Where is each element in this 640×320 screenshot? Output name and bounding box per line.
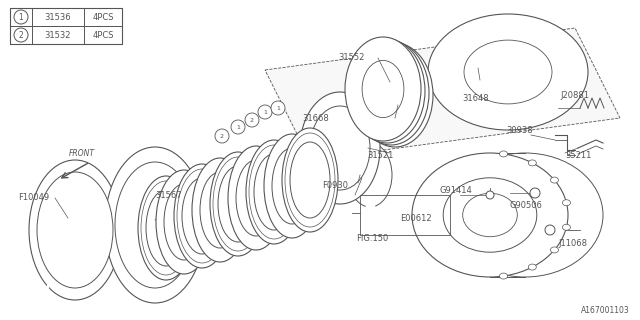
Ellipse shape: [550, 247, 559, 253]
Ellipse shape: [272, 148, 312, 224]
Text: G90506: G90506: [510, 201, 543, 210]
Ellipse shape: [146, 190, 186, 266]
Ellipse shape: [300, 92, 380, 204]
Text: 2: 2: [19, 30, 24, 39]
Ellipse shape: [192, 158, 248, 262]
Circle shape: [486, 191, 494, 199]
Text: FRONT: FRONT: [69, 149, 95, 158]
Ellipse shape: [264, 134, 320, 238]
Circle shape: [14, 10, 28, 24]
Bar: [10, 26, 122, 44]
Text: J11068: J11068: [558, 238, 587, 247]
Ellipse shape: [374, 67, 416, 124]
Text: G91414: G91414: [440, 186, 473, 195]
Circle shape: [530, 188, 540, 198]
Text: 4PCS: 4PCS: [92, 12, 114, 21]
Ellipse shape: [105, 147, 205, 303]
Ellipse shape: [357, 43, 433, 147]
Ellipse shape: [563, 224, 570, 230]
Ellipse shape: [362, 60, 404, 118]
Circle shape: [14, 28, 28, 42]
Ellipse shape: [500, 151, 508, 157]
Circle shape: [245, 113, 259, 127]
Text: 31532: 31532: [45, 30, 71, 39]
Ellipse shape: [115, 162, 195, 288]
Ellipse shape: [246, 140, 302, 244]
Ellipse shape: [200, 172, 240, 248]
Ellipse shape: [164, 184, 204, 260]
Text: 4PCS: 4PCS: [92, 30, 114, 39]
Ellipse shape: [345, 37, 421, 141]
Text: A167001103: A167001103: [581, 306, 630, 315]
Ellipse shape: [447, 153, 603, 277]
Ellipse shape: [174, 164, 230, 268]
Text: J20881: J20881: [560, 91, 589, 100]
Ellipse shape: [210, 152, 266, 256]
Ellipse shape: [182, 178, 222, 254]
Ellipse shape: [500, 273, 508, 279]
Circle shape: [215, 129, 229, 143]
Ellipse shape: [563, 200, 570, 206]
Text: 30938: 30938: [506, 125, 532, 134]
Ellipse shape: [443, 178, 537, 252]
Text: 31536: 31536: [45, 12, 71, 21]
Ellipse shape: [528, 264, 536, 270]
Text: F0930: F0930: [322, 180, 348, 189]
Ellipse shape: [349, 39, 425, 143]
Ellipse shape: [348, 143, 392, 207]
Ellipse shape: [282, 128, 338, 232]
Ellipse shape: [412, 153, 568, 277]
Ellipse shape: [236, 160, 276, 236]
Ellipse shape: [550, 177, 559, 183]
Ellipse shape: [463, 193, 517, 237]
Ellipse shape: [310, 106, 370, 190]
Text: 31668: 31668: [302, 114, 329, 123]
Text: 31552: 31552: [338, 52, 364, 61]
Text: 31567: 31567: [155, 190, 182, 199]
Text: F10049: F10049: [18, 193, 49, 202]
Bar: [10, 8, 122, 44]
Bar: [10, 8, 122, 26]
Text: FIG.150: FIG.150: [356, 234, 388, 243]
Ellipse shape: [428, 14, 588, 130]
Ellipse shape: [218, 166, 258, 242]
Ellipse shape: [138, 176, 194, 280]
Polygon shape: [265, 28, 620, 160]
Text: 2: 2: [250, 117, 254, 123]
Ellipse shape: [37, 172, 113, 288]
Text: 1: 1: [263, 109, 267, 115]
Text: 2: 2: [220, 133, 224, 139]
Text: 31648: 31648: [462, 93, 488, 102]
Ellipse shape: [29, 160, 121, 300]
Ellipse shape: [353, 41, 429, 145]
Ellipse shape: [370, 64, 412, 122]
Circle shape: [545, 225, 555, 235]
Circle shape: [271, 101, 285, 115]
Ellipse shape: [228, 146, 284, 250]
Text: 1: 1: [19, 12, 24, 21]
Text: 1: 1: [236, 124, 240, 130]
Ellipse shape: [156, 170, 212, 274]
Circle shape: [258, 105, 272, 119]
Ellipse shape: [254, 154, 294, 230]
Text: 35211: 35211: [565, 150, 591, 159]
Text: 1: 1: [276, 106, 280, 110]
Ellipse shape: [464, 40, 552, 104]
Ellipse shape: [528, 160, 536, 166]
Circle shape: [231, 120, 245, 134]
Text: 31521: 31521: [367, 150, 394, 159]
Ellipse shape: [366, 62, 408, 120]
Ellipse shape: [290, 142, 330, 218]
Text: E00612: E00612: [400, 213, 431, 222]
